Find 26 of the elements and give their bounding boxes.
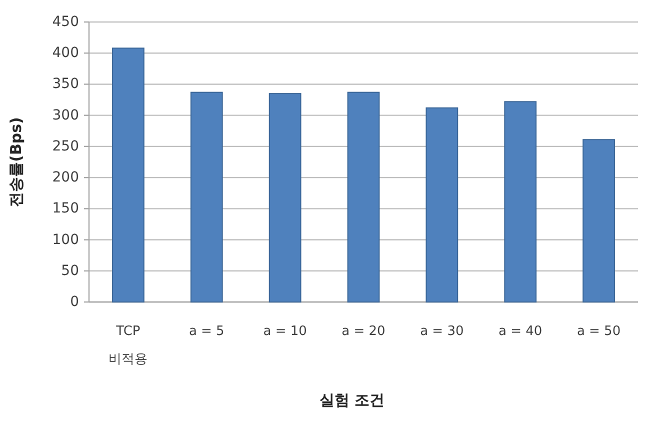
- y-tick-label: 350: [52, 76, 79, 92]
- x-tick-label: a = 40: [498, 324, 542, 338]
- bar: [112, 48, 144, 302]
- bar: [190, 92, 223, 302]
- bar: [582, 139, 615, 302]
- y-tick-label: 0: [70, 294, 79, 310]
- bar: [426, 107, 458, 302]
- x-tick-label: a = 10: [263, 324, 307, 338]
- bar: [268, 93, 302, 302]
- y-tick-label: 450: [52, 14, 79, 30]
- y-tick-label: 200: [52, 170, 79, 186]
- y-tick-label: 150: [52, 200, 79, 217]
- y-tick-label: 400: [52, 45, 79, 62]
- x-tick-label: a = 30: [420, 324, 464, 338]
- y-axis-title: 전송률(Bps): [7, 117, 25, 207]
- x-tick-label: a = 5: [188, 324, 224, 338]
- bar: [504, 101, 537, 302]
- x-tick-label: a = 20: [342, 324, 386, 338]
- y-tick-label: 100: [52, 232, 79, 248]
- y-tick-label: 50: [61, 262, 79, 279]
- x-tick-label: a = 50: [576, 324, 621, 338]
- x-axis-title: 실험 조건: [319, 391, 385, 409]
- y-tick-label: 300: [52, 107, 79, 124]
- y-tick-label: 250: [52, 138, 79, 154]
- bar: [347, 92, 380, 302]
- x-tick-label: TCP 비적용: [108, 324, 148, 366]
